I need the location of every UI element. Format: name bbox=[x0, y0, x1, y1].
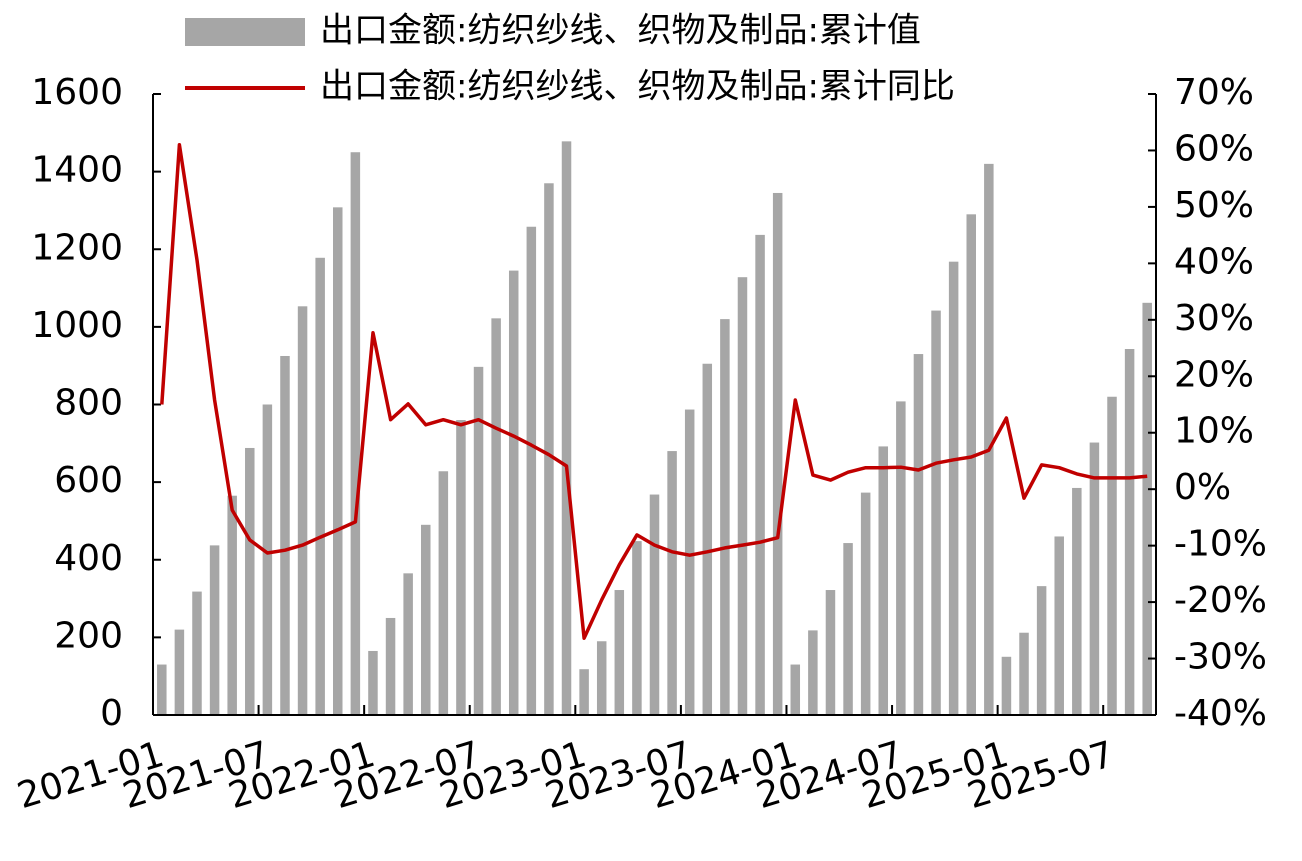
legend-bg bbox=[318, 66, 957, 107]
bar bbox=[315, 257, 325, 715]
bar bbox=[174, 629, 185, 715]
bar bbox=[526, 226, 537, 715]
y2-tick-label: 20% bbox=[1174, 354, 1254, 395]
bar bbox=[262, 404, 273, 715]
y-tick-label: 200 bbox=[54, 615, 123, 656]
bar bbox=[737, 277, 748, 715]
y2-tick-label: -40% bbox=[1174, 693, 1267, 734]
bar bbox=[684, 409, 695, 715]
bar bbox=[1089, 442, 1100, 715]
y-tick-label: 800 bbox=[54, 383, 123, 424]
bar bbox=[1072, 487, 1082, 715]
bar bbox=[948, 261, 959, 715]
bar bbox=[614, 590, 625, 715]
bar bbox=[702, 363, 713, 715]
y-tick-label: 1400 bbox=[31, 150, 123, 191]
bar bbox=[403, 573, 413, 715]
bar bbox=[860, 492, 871, 715]
bar bbox=[333, 207, 343, 715]
bar bbox=[790, 664, 801, 715]
bar bbox=[227, 495, 237, 715]
bar bbox=[632, 541, 642, 715]
y-tick-label: 1200 bbox=[31, 227, 123, 268]
bar bbox=[596, 641, 607, 715]
bar bbox=[966, 214, 976, 715]
bar bbox=[544, 183, 554, 716]
bar bbox=[1107, 396, 1117, 715]
y-tick-label: 0 bbox=[100, 693, 123, 734]
bar bbox=[667, 451, 677, 715]
bar bbox=[245, 447, 255, 715]
bar bbox=[280, 355, 290, 715]
y2-tick-label: 60% bbox=[1174, 128, 1254, 169]
bar bbox=[1036, 586, 1047, 715]
bar bbox=[420, 524, 431, 715]
bar bbox=[1124, 348, 1135, 715]
bar bbox=[772, 192, 783, 716]
bar bbox=[878, 446, 889, 715]
y-tick-label: 1600 bbox=[31, 72, 123, 113]
bar bbox=[755, 234, 765, 715]
y-tick-label: 1000 bbox=[31, 305, 123, 346]
y-tick-label: 400 bbox=[54, 538, 123, 579]
bar bbox=[1001, 656, 1012, 715]
bar bbox=[438, 471, 449, 715]
bar bbox=[473, 366, 484, 715]
bar bbox=[1019, 632, 1029, 715]
y2-tick-label: 40% bbox=[1174, 241, 1254, 282]
bar bbox=[896, 401, 906, 715]
y2-tick-label: -20% bbox=[1174, 580, 1267, 621]
bar bbox=[350, 152, 361, 715]
bar bbox=[808, 630, 818, 715]
y2-tick-label: -10% bbox=[1174, 524, 1267, 565]
bar bbox=[368, 650, 378, 715]
legend-swatch bbox=[185, 18, 305, 46]
bar bbox=[1054, 536, 1064, 715]
y-tick-label: 600 bbox=[54, 460, 123, 501]
bar bbox=[913, 354, 924, 715]
bar bbox=[561, 141, 572, 715]
bar bbox=[192, 591, 202, 715]
bar bbox=[157, 664, 167, 715]
legend-label: 出口金额:纺织纱线、织物及制品:累计值 bbox=[320, 11, 921, 51]
bar bbox=[984, 163, 994, 716]
legend-bg bbox=[318, 10, 923, 51]
y2-tick-label: 10% bbox=[1174, 411, 1254, 452]
bar bbox=[931, 310, 941, 715]
bar bbox=[1142, 302, 1152, 715]
bar bbox=[649, 494, 660, 715]
bar bbox=[209, 545, 220, 715]
legend-label: 出口金额:纺织纱线、织物及制品:累计同比 bbox=[320, 67, 955, 107]
bar bbox=[508, 270, 519, 715]
bar bbox=[843, 543, 853, 715]
y2-tick-label: 70% bbox=[1174, 72, 1254, 113]
line bbox=[160, 143, 1148, 640]
y2-tick-label: 0% bbox=[1174, 467, 1231, 508]
bar bbox=[720, 319, 730, 715]
bar bbox=[825, 590, 836, 715]
y2-tick-label: 50% bbox=[1174, 185, 1254, 226]
bar bbox=[297, 306, 308, 715]
bar bbox=[579, 669, 589, 715]
y2-tick-label: -30% bbox=[1174, 637, 1267, 678]
bar bbox=[385, 617, 396, 715]
y2-tick-label: 30% bbox=[1174, 298, 1254, 339]
bar bbox=[456, 420, 466, 715]
bar bbox=[491, 318, 501, 715]
